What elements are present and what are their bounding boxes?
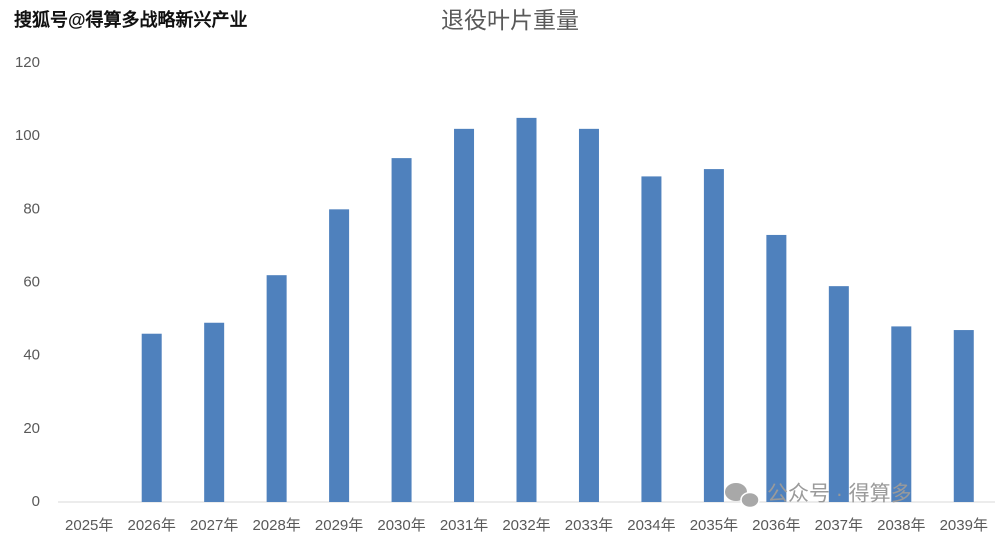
watermark: 搜狐号@得算多战略新兴产业 [14, 9, 248, 30]
x-tick-label: 2029年 [315, 517, 363, 534]
x-tick-label: 2035年 [690, 517, 738, 534]
x-tick-label: 2030年 [377, 517, 425, 534]
x-tick-label: 2037年 [815, 517, 863, 534]
bar [578, 128, 599, 502]
x-tick-label: 2036年 [752, 517, 800, 534]
bar [703, 169, 724, 502]
bar [391, 158, 412, 502]
y-tick-label: 0 [32, 493, 40, 510]
x-tick-label: 2034年 [627, 517, 675, 534]
x-tick-label: 2026年 [128, 517, 176, 534]
x-tick-label: 2033年 [565, 517, 613, 534]
bar [516, 117, 537, 502]
y-tick-label: 20 [23, 420, 40, 437]
bar [953, 330, 974, 502]
y-tick-label: 120 [15, 54, 40, 71]
bar [891, 326, 912, 502]
y-tick-label: 100 [15, 127, 40, 144]
y-tick-label: 80 [23, 200, 40, 217]
bar [141, 333, 162, 502]
chart-title: 退役叶片重量 [441, 8, 579, 34]
y-tick-label: 60 [23, 273, 40, 290]
bar [266, 275, 287, 502]
x-tick-label: 2025年 [65, 517, 113, 534]
x-tick-label: 2028年 [252, 517, 300, 534]
x-tick-label: 2039年 [940, 517, 988, 534]
bar [204, 322, 225, 502]
x-tick-label: 2032年 [502, 517, 550, 534]
bar [329, 209, 350, 503]
bar [454, 128, 475, 502]
x-tick-label: 2038年 [877, 517, 925, 534]
watermark: 公众号 · 得算多 [767, 483, 912, 506]
bar [766, 234, 787, 503]
bar [828, 286, 849, 502]
x-tick-label: 2031年 [440, 517, 488, 534]
bar [641, 176, 662, 503]
wechat-icon [725, 483, 760, 509]
x-tick-label: 2027年 [190, 517, 238, 534]
y-tick-label: 40 [23, 347, 40, 364]
